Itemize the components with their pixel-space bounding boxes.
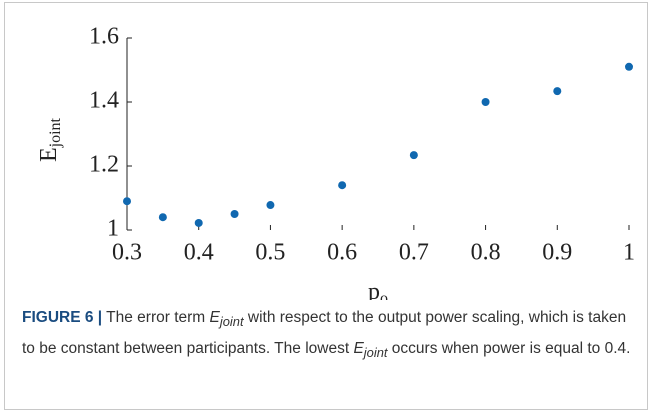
y-label-subscript: joint [47,117,64,148]
x-label-text: p [368,279,380,301]
point [123,197,131,206]
point [338,181,347,190]
caption-text: with respect to the output power scaling… [22,309,627,358]
x-tick-label: 0.8 [471,240,501,266]
x-tick-label: 0.9 [542,240,572,266]
point [553,87,562,96]
point [409,151,418,160]
y-tick-label: 1 [107,216,119,242]
x-tick-label: 0.6 [327,240,357,266]
chart: po Ejoint 1 1.2 1.4 1.6 0.3 0.4 0.5 0.6 0.7 0.8 0.… [36,24,636,301]
point [194,218,203,227]
figure-frame [4,2,648,410]
caption-subscript: joint [363,345,388,361]
point [158,213,167,222]
y-tick-label: 1.4 [89,88,119,114]
caption-text: occurs when power is equal to 0.4. [387,340,631,358]
x-tick-label: 0.4 [184,240,214,266]
x-axis-label: po [368,279,388,301]
x-tick-label: 0.3 [112,240,142,266]
caption-text: The error term [106,309,210,326]
caption-label: FIGURE 6 | [22,309,103,326]
x-tick-label: 0.7 [399,240,429,266]
caption-symbol: E [209,309,220,326]
y-axis-label: Ejoint [36,117,64,162]
point [230,210,239,218]
point [481,98,490,106]
caption: FIGURE 6 | The error term Ejoint with re… [22,304,634,366]
caption-subscript: joint [219,314,244,330]
x-tick-label: 0.5 [255,240,285,266]
y-tick-label: 1.6 [89,24,119,50]
y-tick-label: 1.2 [89,152,119,178]
point [625,62,633,71]
x-tick-label: 1 [623,240,635,266]
x-label-subscript: o [380,290,388,300]
point [266,201,275,210]
y-label-text: E [36,147,62,162]
caption-symbol: E [353,340,364,358]
